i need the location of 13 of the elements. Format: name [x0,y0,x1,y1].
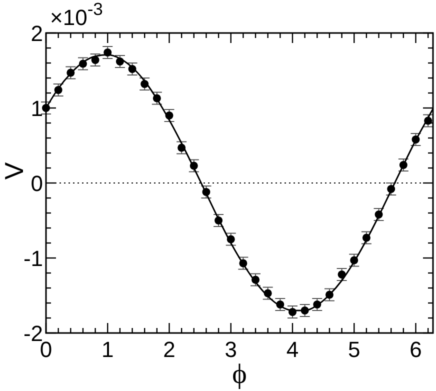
text: ×10$^{-3}$ [50,0,104,30]
x-tick-label: 4 [286,337,299,362]
x-tick-label: 3 [224,337,237,362]
x-tick-label: 5 [348,337,360,362]
y-tick-label: -1 [23,246,43,271]
y-axis-title: V [0,162,29,180]
x-axis-title: ϕ [232,359,247,390]
x-tick-label: 6 [410,337,422,362]
x-tick-label: 1 [102,337,114,362]
y-tick-label: 0 [30,171,43,196]
x-tick-label: 2 [163,337,176,362]
y-tick-label: 2 [30,21,43,46]
y-tick-label: 1 [30,96,43,121]
